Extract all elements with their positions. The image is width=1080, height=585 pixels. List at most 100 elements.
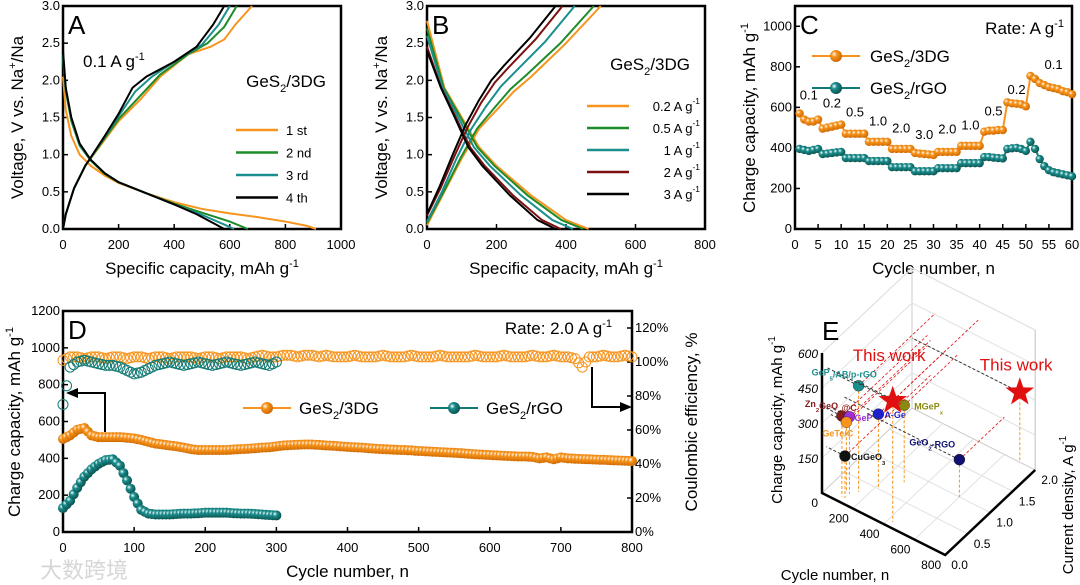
- efficiency-point: [470, 349, 482, 361]
- efficiency-point: [313, 351, 325, 363]
- efficiency-point: [295, 350, 307, 362]
- x-axis-label: Cycle number, n: [781, 567, 889, 584]
- legend-label: 2 A g-1: [664, 162, 701, 180]
- data-point: [1035, 154, 1044, 164]
- point-label: Zn2GeO4@C: [805, 399, 857, 416]
- panel-label: E: [822, 316, 839, 346]
- y-tick-label: 0.5: [406, 184, 424, 199]
- point-label: GeP: [854, 413, 872, 423]
- rate-annotation: 2.0: [892, 121, 910, 136]
- y2-tick-label: 80%: [635, 388, 661, 403]
- charge-curve: [426, 5, 595, 224]
- y-tick-label: 0.5: [42, 184, 60, 199]
- x-tick-label: 0: [811, 496, 818, 510]
- data-point: [813, 115, 823, 124]
- y-tick-label: 200: [770, 180, 792, 195]
- x-tick-label: 50: [1019, 237, 1033, 252]
- x-tick-label: 200: [486, 237, 508, 252]
- y-tick-label: 3.0: [42, 0, 60, 13]
- rate-label: Rate: A g-1: [985, 18, 1064, 38]
- x-tick-label: 200: [108, 237, 130, 252]
- x-tick-label: 400: [163, 237, 185, 252]
- wall-grid: [821, 267, 1036, 354]
- x-tick-label: 500: [408, 540, 430, 555]
- x-tick-label: 0: [791, 237, 798, 252]
- y-tick-label: 0.0: [951, 558, 968, 572]
- y2-tick-label: 20%: [635, 490, 661, 505]
- y-tick-label: 2.5: [42, 35, 60, 50]
- arrowhead-icon: [66, 388, 78, 398]
- efficiency-point: [566, 352, 578, 364]
- projection-line: [826, 446, 846, 457]
- data-point: [1067, 172, 1077, 181]
- efficiency-point: [484, 351, 496, 363]
- x-tick-label: 30: [926, 237, 940, 252]
- x-tick-label: 400: [555, 237, 577, 252]
- arrowhead-icon: [620, 402, 632, 412]
- y-tick-label: 0.0: [406, 221, 424, 236]
- floor-grid: [844, 471, 968, 535]
- z-tick-label: 450: [798, 382, 818, 396]
- efficiency-point: [132, 367, 144, 379]
- efficiency-point: [349, 349, 361, 361]
- x-tick-label: 55: [1042, 237, 1056, 252]
- plot-frame: [793, 4, 1074, 231]
- data-point: [1030, 144, 1040, 154]
- efficiency-point: [85, 351, 97, 363]
- efficiency-point: [61, 380, 73, 392]
- projection-line: [835, 373, 859, 387]
- data-point: [860, 129, 869, 138]
- y-tick-label: 1.0: [996, 516, 1013, 530]
- point-label: This work: [980, 355, 1053, 374]
- efficiency-point: [324, 350, 336, 362]
- rate-label: Rate: 2.0 A g-1: [505, 318, 612, 338]
- y-tick-label: 400: [770, 140, 792, 155]
- x-tick-label: 5: [814, 237, 821, 252]
- x-tick-label: 1000: [327, 237, 356, 252]
- projection-line: [844, 396, 879, 415]
- projection-line: [959, 416, 1005, 460]
- legend-label: 4 th: [286, 191, 308, 206]
- capacity-point: [125, 483, 136, 494]
- data-point: [1026, 137, 1035, 147]
- efficiency-point: [569, 353, 581, 365]
- floor-grid: [866, 450, 991, 513]
- efficiency-point: [498, 349, 510, 361]
- data-point: [883, 156, 892, 166]
- projection-line: [849, 340, 931, 418]
- point-label: This work: [853, 346, 926, 365]
- rate-annotation: 1.0: [961, 118, 979, 133]
- data-point: [836, 120, 846, 129]
- x-axis-label: Specific capacity, mAh g-1: [469, 258, 663, 278]
- discharge-curve: [62, 50, 225, 230]
- legend-marker: [448, 402, 460, 414]
- efficiency-point: [57, 399, 69, 410]
- material-label: GeS2/3DG: [610, 55, 690, 78]
- efficiency-point: [487, 351, 499, 363]
- legend-label: 1 st: [286, 123, 307, 138]
- y-tick-label: 3.0: [406, 0, 424, 13]
- efficiency-point: [221, 351, 233, 363]
- legend-marker: [830, 50, 842, 62]
- charge-curve: [426, 5, 557, 215]
- efficiency-point: [423, 351, 435, 363]
- efficiency-point: [548, 349, 560, 361]
- efficiency-point: [274, 350, 286, 362]
- y-tick-label: 400: [38, 450, 60, 465]
- legend-label: 3 A g-1: [664, 184, 701, 202]
- y2-tick-label: 100%: [635, 354, 669, 369]
- z-axis-label: Charge capacity, mAh g-1: [767, 336, 786, 504]
- projection-line: [866, 412, 960, 461]
- y-axis-label: Charge capacity, mAh g-1: [4, 327, 24, 517]
- panel-label: C: [800, 10, 819, 40]
- projection-line: [903, 353, 959, 406]
- rate-annotation: 0.5: [846, 104, 864, 119]
- efficiency-point: [420, 351, 432, 363]
- axes-3d: [820, 353, 1037, 557]
- data-point: [883, 137, 892, 147]
- x-axis-label: Specific capacity, mAh g-1: [105, 258, 299, 278]
- efficiency-point: [409, 350, 421, 362]
- efficiency-point: [555, 351, 567, 363]
- x-tick-label: 600: [479, 540, 501, 555]
- capacity-point: [271, 510, 282, 521]
